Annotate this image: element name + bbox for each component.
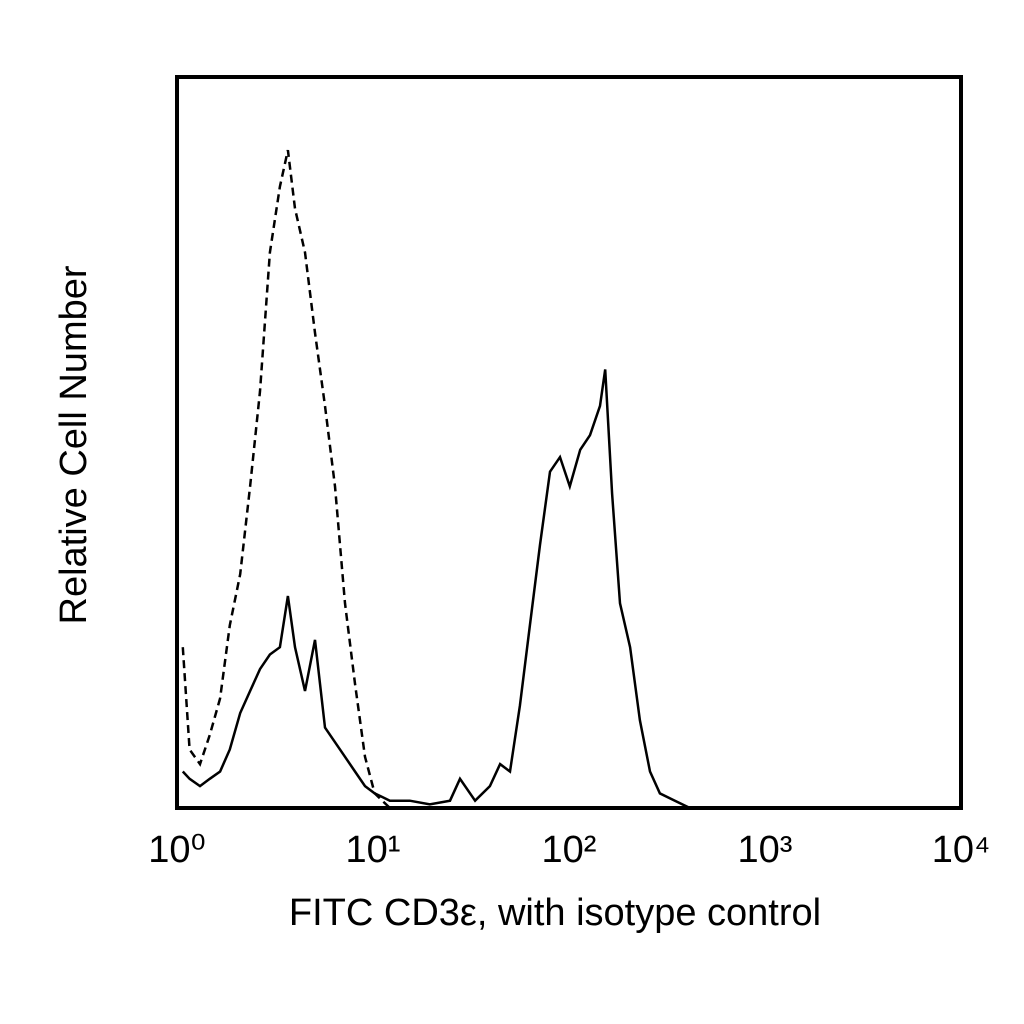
histogram-line [181,149,391,809]
x-tick-label: 10¹ [346,829,401,871]
x-tick-label: 10⁴ [932,829,991,871]
x-tick-label: 10³ [738,829,793,871]
y-axis-label: Relative Cell Number [53,265,95,624]
x-axis-label: FITC CD3ε, with isotype control [289,892,821,934]
x-tick-label: 10² [542,829,597,871]
histogram-line [181,369,691,810]
plot-frame [175,75,963,810]
x-tick-label: 10⁰ [148,829,206,871]
